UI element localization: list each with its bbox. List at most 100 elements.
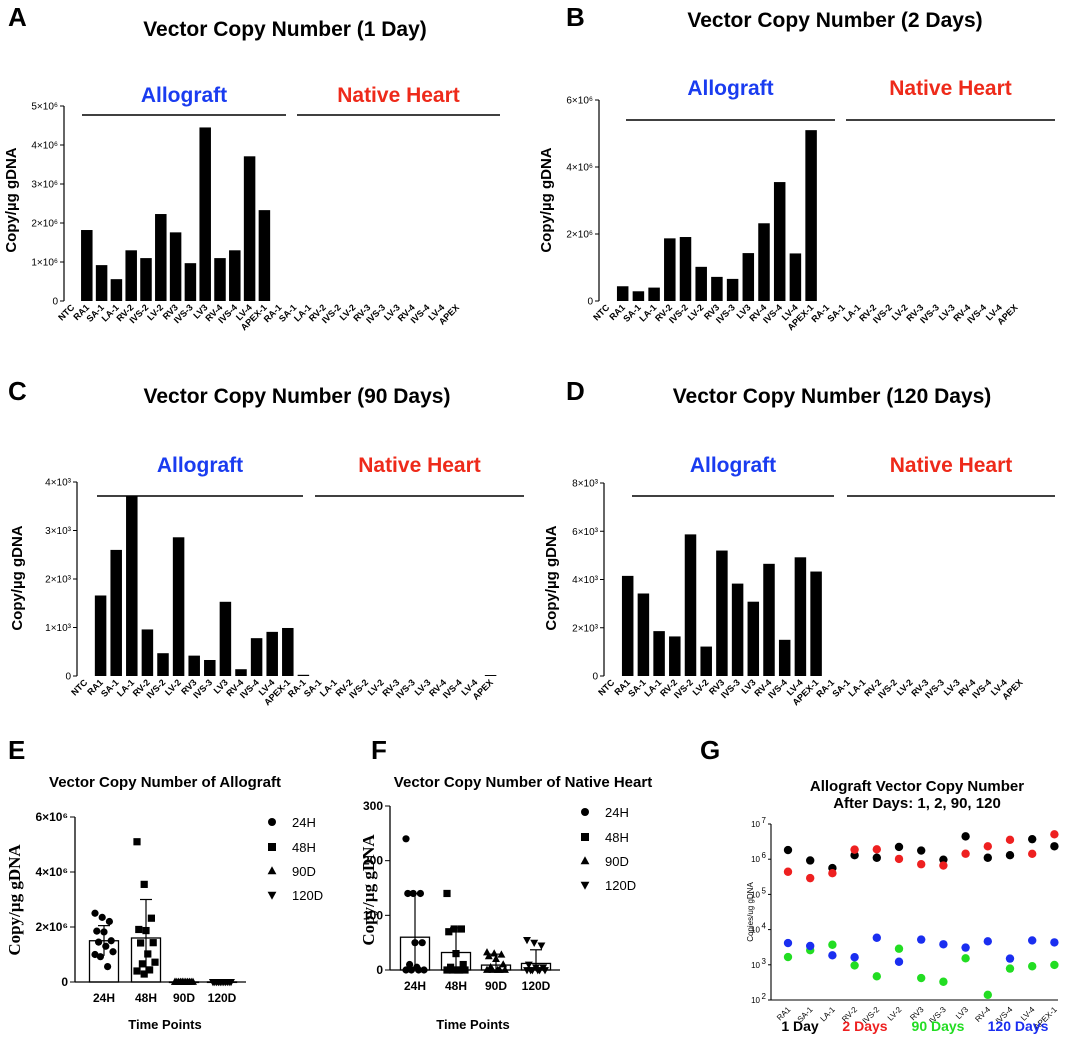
bar bbox=[789, 253, 802, 301]
point bbox=[138, 960, 146, 968]
point bbox=[499, 960, 508, 968]
bar bbox=[188, 655, 200, 676]
scatter-point bbox=[1050, 842, 1059, 851]
y-tick-exponent: 2 bbox=[762, 992, 767, 1001]
point bbox=[178, 977, 187, 985]
point bbox=[109, 948, 117, 956]
point bbox=[445, 928, 453, 936]
scatter-point bbox=[1005, 850, 1015, 860]
bar bbox=[204, 659, 216, 676]
legend-label: 90 Days bbox=[912, 1018, 965, 1034]
scatter-point bbox=[872, 972, 881, 981]
point bbox=[495, 965, 504, 973]
point bbox=[95, 938, 103, 946]
point bbox=[268, 818, 276, 826]
scatter-point bbox=[850, 953, 859, 962]
x-tick-label: NTC bbox=[596, 677, 617, 698]
point bbox=[268, 843, 276, 851]
point bbox=[133, 967, 141, 975]
point bbox=[100, 928, 108, 936]
y-tick-label: 4×10⁶ bbox=[31, 141, 58, 152]
y-tick-label: 1×10⁶ bbox=[31, 258, 58, 269]
chart-title: Vector Copy Number (2 Days) bbox=[687, 9, 982, 32]
legend-label: 90D bbox=[292, 864, 316, 879]
point bbox=[528, 967, 537, 975]
bar bbox=[155, 214, 167, 301]
point bbox=[406, 960, 414, 969]
x-axis-label: Time Points bbox=[436, 1017, 509, 1032]
bar bbox=[664, 238, 676, 301]
y-tick-label: 4×10³ bbox=[572, 575, 599, 586]
scatter-point bbox=[894, 854, 904, 864]
bar bbox=[266, 631, 278, 676]
point bbox=[541, 967, 549, 975]
point bbox=[267, 866, 277, 875]
point bbox=[227, 979, 235, 987]
y-tick-exponent: 6 bbox=[762, 851, 767, 860]
point bbox=[484, 952, 493, 960]
chart-title: Vector Copy Number (90 Days) bbox=[144, 385, 451, 408]
legend-label: 120 Days bbox=[988, 1018, 1049, 1034]
legend-label: 24H bbox=[605, 805, 629, 820]
bar bbox=[805, 130, 817, 301]
x-tick-label: 90D bbox=[173, 991, 195, 1005]
scatter-point bbox=[1028, 962, 1037, 971]
scatter-point bbox=[1005, 954, 1015, 963]
y-tick-exponent: 4 bbox=[762, 922, 767, 931]
y-tick-label: 3×10⁶ bbox=[31, 180, 58, 191]
panel-letter: B bbox=[566, 2, 585, 32]
point bbox=[221, 979, 230, 987]
bar bbox=[235, 669, 247, 676]
group-label-native-heart: Native Heart bbox=[889, 77, 1012, 100]
point bbox=[133, 838, 141, 846]
scatter-point bbox=[1005, 835, 1015, 845]
scatter-point bbox=[961, 954, 970, 963]
scatter-point bbox=[806, 856, 815, 865]
point bbox=[523, 937, 531, 945]
point bbox=[142, 926, 150, 935]
y-tick-label: 8×10³ bbox=[572, 479, 599, 490]
point bbox=[140, 880, 148, 888]
scatter-point bbox=[828, 940, 837, 949]
point bbox=[404, 889, 412, 898]
scatter-point bbox=[806, 873, 815, 883]
point bbox=[490, 949, 499, 957]
y-tick-label: 0 bbox=[376, 963, 383, 977]
bar bbox=[810, 571, 822, 676]
y-tick-label: 10 bbox=[751, 961, 760, 970]
scatter-point bbox=[1050, 830, 1059, 839]
y-axis-label: Copies/ug gDNA bbox=[746, 882, 755, 942]
point bbox=[91, 950, 99, 959]
scatter-point bbox=[828, 951, 837, 960]
x-tick-label: 90D bbox=[485, 979, 507, 993]
point bbox=[535, 967, 544, 975]
legend-label: 90D bbox=[605, 854, 629, 869]
y-tick-label: 10 bbox=[751, 890, 760, 899]
chart-title: Vector Copy Number (120 Days) bbox=[673, 385, 992, 408]
point bbox=[91, 909, 99, 917]
scatter-point bbox=[850, 961, 859, 970]
scatter-point bbox=[1050, 960, 1059, 970]
point bbox=[418, 939, 426, 947]
bar bbox=[632, 291, 645, 301]
point bbox=[402, 835, 410, 843]
bar bbox=[726, 278, 739, 301]
bar bbox=[282, 627, 294, 676]
bar bbox=[157, 653, 169, 676]
bar bbox=[243, 156, 256, 301]
group-label-allograft: Allograft bbox=[141, 84, 227, 107]
x-tick-label: 120D bbox=[208, 991, 237, 1005]
point bbox=[581, 833, 589, 841]
point bbox=[524, 961, 533, 969]
panel-d: D Vector Copy Number (120 Days) Allograft N… bbox=[543, 376, 1055, 707]
point bbox=[402, 966, 410, 974]
bar bbox=[778, 639, 791, 676]
scatter-point bbox=[939, 861, 948, 870]
panel-f: F Vector Copy Number of Native Heart 0 100 2… bbox=[359, 735, 652, 1032]
bar bbox=[758, 223, 770, 301]
x-tick-label: 24H bbox=[404, 979, 426, 993]
panel-letter: E bbox=[8, 735, 25, 765]
point bbox=[137, 939, 145, 947]
